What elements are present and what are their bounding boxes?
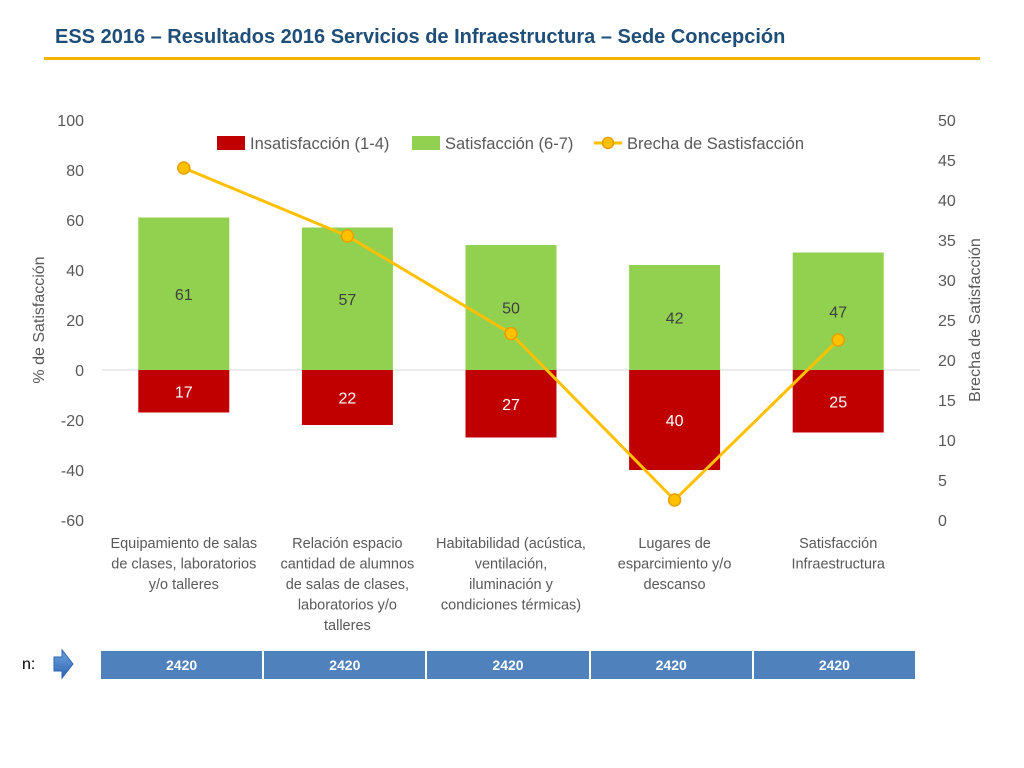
y2-tick-label: 25 [938, 313, 956, 330]
brecha-marker [177, 161, 191, 175]
bar-satisfaccion [465, 245, 557, 370]
x-category-label: Equipamiento de salas [110, 536, 257, 552]
y2-tick-label: 5 [938, 473, 947, 490]
x-category-label: Relación espacio [292, 536, 402, 552]
y2-tick-label: 30 [938, 273, 956, 290]
y-tick-label: 20 [66, 313, 84, 330]
x-category-label: laboratorios y/o [298, 598, 397, 614]
y-tick-label: 80 [66, 163, 84, 180]
legend-swatch-insatisfaccion [217, 136, 245, 150]
y2-tick-label: 35 [938, 233, 956, 250]
n-label: n: [22, 656, 36, 673]
data-label-satisfaccion: 50 [502, 301, 520, 318]
n-cell: 2420 [590, 651, 754, 679]
x-category-label: y/o talleres [149, 577, 219, 593]
legend-label-insatisfaccion: Insatisfacción (1-4) [250, 135, 389, 153]
x-category-label: descanso [644, 577, 706, 593]
y2-tick-label: 50 [938, 113, 956, 130]
y-axis-title: % de Satisfacción [31, 256, 48, 383]
y2-tick-label: 40 [938, 193, 956, 210]
n-cell: 2420 [753, 651, 916, 679]
legend-swatch-satisfaccion [412, 136, 440, 150]
n-cell: 2420 [101, 651, 265, 679]
n-cell: 2420 [427, 651, 591, 679]
bar-satisfaccion [138, 217, 230, 370]
satisfaction-chart: -60 -40 -20 0 20 40 60 80 100 0 5 10 15 20 25 30 35 40 45 5… [31, 113, 984, 634]
y2-tick-label: 20 [938, 353, 956, 370]
x-category-label: Infraestructura [791, 557, 885, 573]
x-category-label: Lugares de [638, 536, 711, 552]
y-tick-label: 60 [66, 213, 84, 230]
data-label-satisfaccion: 47 [829, 304, 847, 321]
y-tick-label: -40 [61, 463, 84, 480]
data-label-insatisfaccion: 25 [829, 394, 847, 411]
y-tick-label: 100 [57, 113, 84, 130]
bar-insatisfaccion [629, 370, 721, 470]
bar-insatisfaccion [138, 370, 230, 413]
x-category-label: ventilación, [475, 557, 548, 573]
data-label-insatisfaccion: 27 [502, 397, 520, 414]
x-category-label: cantidad de alumnos [280, 557, 414, 573]
x-category-label: Satisfacción [799, 536, 877, 552]
page-title: ESS 2016 – Resultados 2016 Servicios de … [55, 26, 786, 48]
bar-satisfaccion [301, 227, 393, 370]
y-tick-label: -20 [61, 413, 84, 430]
y-tick-label: -60 [61, 513, 84, 530]
data-label-insatisfaccion: 40 [666, 413, 684, 430]
brecha-marker [667, 493, 682, 507]
n-table: 2420 2420 2420 2420 2420 [101, 651, 916, 679]
data-label-satisfaccion: 57 [339, 292, 357, 309]
x-category-label: iluminación y [469, 577, 554, 593]
x-category-label: esparcimiento y/o [618, 557, 732, 573]
legend-label-brecha: Brecha de Sastisfacción [627, 135, 804, 153]
right-arrow-icon [53, 648, 74, 680]
bar-insatisfaccion [465, 370, 557, 438]
data-label-satisfaccion: 42 [666, 311, 684, 328]
bar-satisfaccion [792, 252, 884, 370]
bar-insatisfaccion [792, 370, 884, 433]
data-label-insatisfaccion: 22 [339, 391, 357, 408]
y2-tick-label: 15 [938, 393, 956, 410]
legend-marker-brecha [601, 136, 615, 150]
title-underline [44, 57, 980, 60]
data-label-insatisfaccion: 17 [175, 384, 193, 401]
x-category-label: talleres [324, 618, 371, 634]
brecha-marker [340, 229, 355, 243]
legend-label-satisfaccion: Satisfacción (6-7) [445, 135, 573, 153]
x-category-label: Habitabilidad (acústica, [436, 536, 586, 552]
bar-insatisfaccion [301, 370, 393, 425]
data-label-satisfaccion: 61 [175, 287, 193, 304]
y2-tick-label: 45 [938, 153, 956, 170]
x-category-label: condiciones térmicas) [441, 598, 581, 614]
y2-tick-label: 10 [938, 433, 956, 450]
x-category-label: de clases, laboratorios [111, 557, 256, 573]
brecha-marker [831, 333, 845, 347]
x-category-label: de salas de clases, [286, 577, 409, 593]
brecha-marker [504, 326, 518, 341]
n-cell: 2420 [264, 651, 428, 679]
y-tick-label: 40 [66, 263, 84, 280]
y2-axis-title: Brecha de Satisfacción [967, 238, 984, 402]
y-tick-label: 0 [75, 363, 84, 380]
y2-tick-label: 0 [938, 513, 947, 530]
bar-satisfaccion [629, 265, 721, 370]
